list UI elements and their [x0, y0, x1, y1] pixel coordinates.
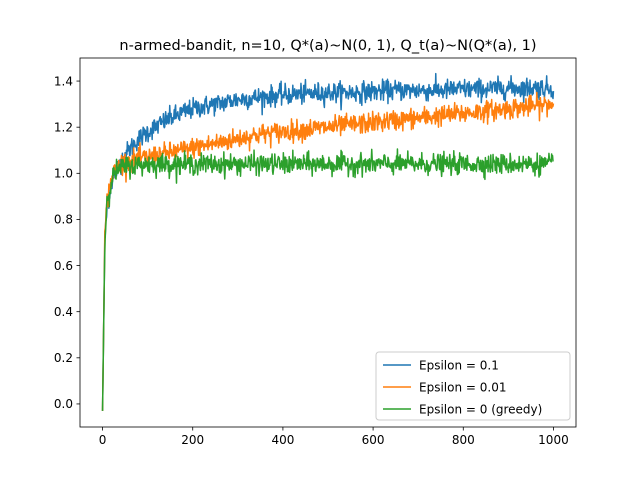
series-line-2	[101, 91, 555, 411]
x-tick-label: 800	[452, 433, 475, 447]
chart-title: n-armed-bandit, n=10, Q*(a)~N(0, 1), Q_t…	[119, 38, 536, 54]
y-tick-label: 0.0	[54, 397, 73, 411]
series-layer	[101, 72, 555, 411]
axes-frame	[79, 57, 577, 428]
axes-layer: 0 200 400 600 800 1000 0.0 0.2 0.4 0.6 0.8 1.0 1.2 1.…	[54, 57, 577, 447]
series-line-1	[101, 72, 555, 411]
x-tick-label: 600	[362, 433, 385, 447]
y-tick-label: 0.2	[54, 351, 73, 365]
y-tick-label: 1.0	[54, 167, 73, 181]
legend-box	[375, 351, 571, 421]
series-line-3	[101, 148, 554, 411]
x-tick-label: 200	[181, 433, 204, 447]
legend: Epsilon = 0.1 Epsilon = 0.01 Epsilon = 0 (…	[375, 351, 571, 421]
y-tick-label: 0.8	[54, 213, 73, 227]
y-tick-label: 0.4	[54, 305, 73, 319]
legend-label: Epsilon = 0 (greedy)	[419, 402, 542, 416]
y-tick-label: 1.2	[54, 120, 73, 134]
y-tick-label: 0.6	[54, 259, 73, 273]
x-tick-label: 400	[271, 433, 294, 447]
legend-label: Epsilon = 0.1	[419, 358, 499, 372]
y-tick-label: 1.4	[54, 74, 73, 88]
x-tick-label: 0	[99, 433, 107, 447]
legend-label: Epsilon = 0.01	[419, 380, 506, 394]
x-tick-label: 1000	[538, 433, 569, 447]
